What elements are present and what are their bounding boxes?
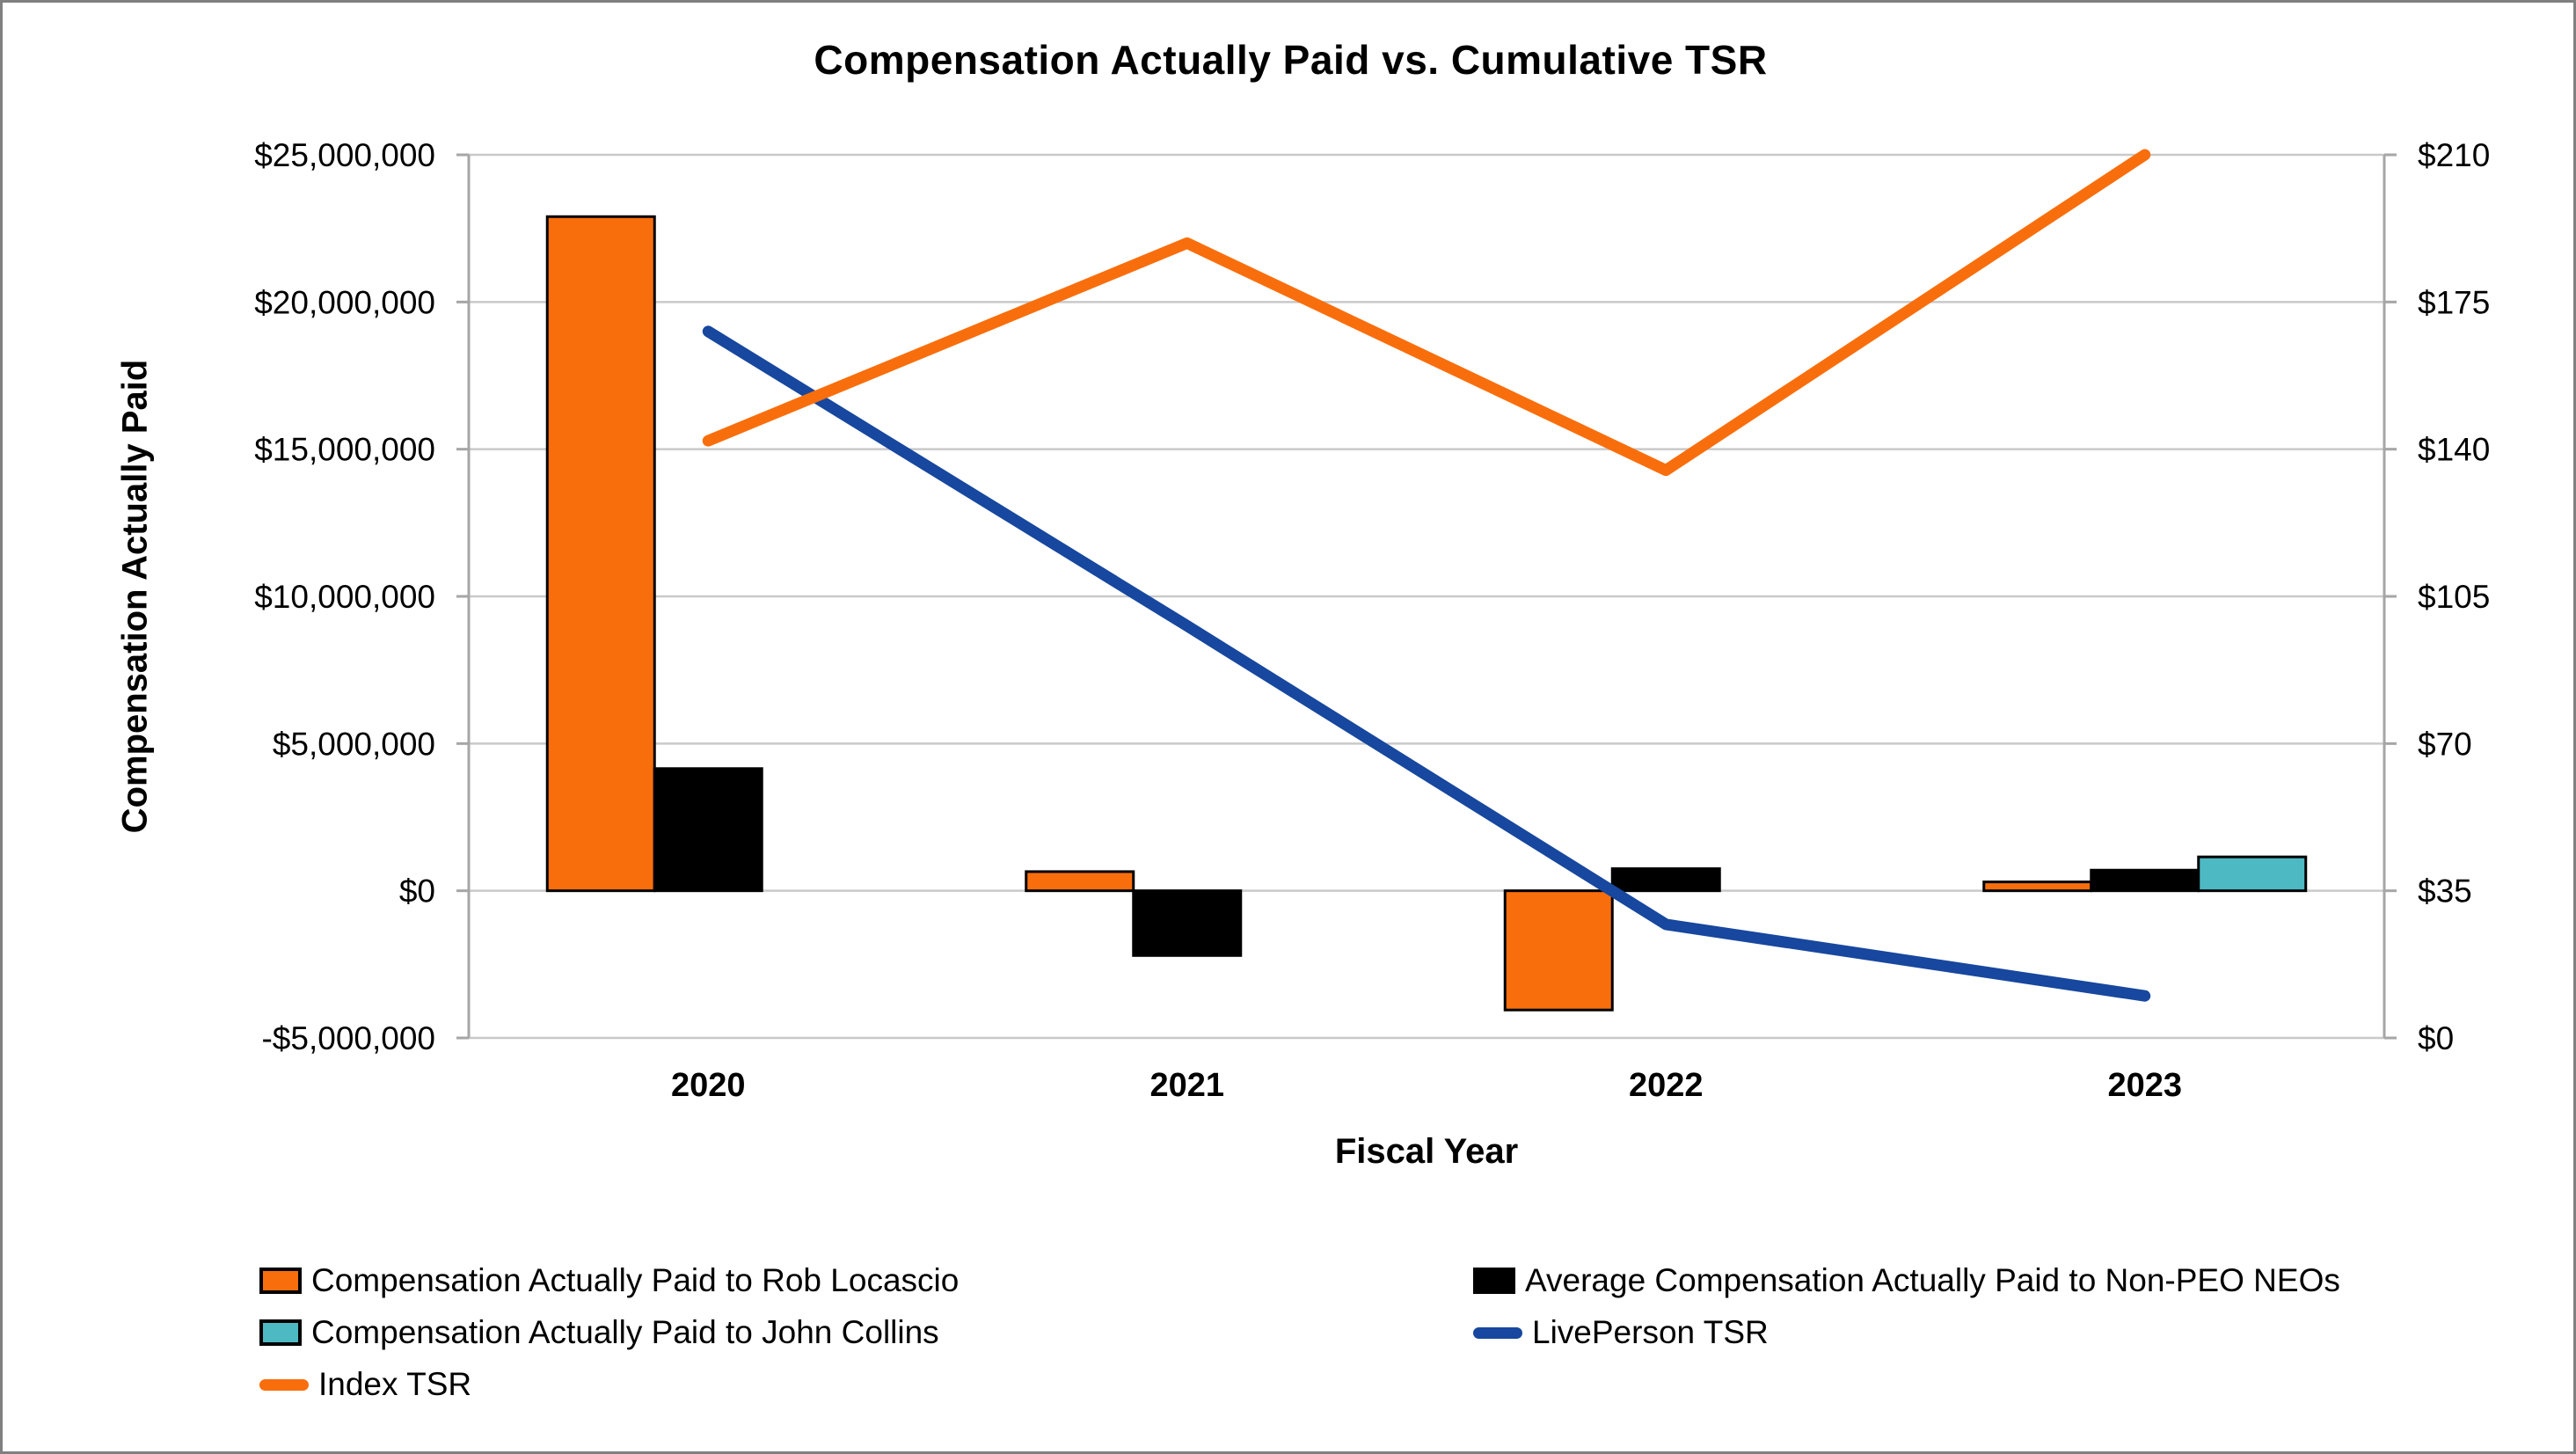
chart-title: Compensation Actually Paid vs. Cumulativ… [814,37,1768,83]
right-axis-tick-label: $105 [2418,579,2490,615]
left-axis-tick-label: $20,000,000 [254,284,435,320]
left-axis-tick-label: -$5,000,000 [261,1020,435,1056]
x-axis-category-label: 2021 [1149,1067,1224,1104]
left-axis-tick-label: $25,000,000 [254,137,435,173]
bar-average-compensation-actually-paid-to-non-peo-neos-2022 [1610,867,1721,893]
bar-compensation-actually-paid-to-rob-locascio-2023 [1982,880,2093,893]
plot-canvas: $25,000,000 $210 $20,000,000 $175 $15,000,00… [254,137,2490,1104]
right-axis-tick-label: $70 [2418,726,2472,762]
x-axis-category-label: 2022 [1629,1067,1704,1104]
left-axis-tick-label: $5,000,000 [273,726,435,762]
right-axis-tick-label: $175 [2418,284,2490,320]
bar-average-compensation-actually-paid-to-non-peo-neos-2021 [1132,889,1243,957]
bar-compensation-actually-paid-to-rob-locascio-2021 [1025,870,1135,893]
y-axis-title: Compensation Actually Paid [115,359,155,834]
x-axis-category-label: 2020 [671,1067,746,1104]
x-axis-category-label: 2023 [2107,1067,2182,1104]
bar-compensation-actually-paid-to-rob-locascio-2022 [1503,889,1614,1012]
line-liveperson-tsr [702,325,2151,1002]
right-axis-tick-label: $140 [2418,432,2490,468]
right-axis-tick-label: $210 [2418,137,2490,173]
bar-average-compensation-actually-paid-to-non-peo-neos-2020 [653,767,763,893]
bar-average-compensation-actually-paid-to-non-peo-neos-2023 [2090,868,2200,893]
left-axis-tick-label: $10,000,000 [254,579,435,615]
line-index-tsr [702,149,2151,477]
bar-compensation-actually-paid-to-rob-locascio-2020 [545,215,656,893]
right-axis-tick-label: $0 [2418,1020,2454,1056]
x-axis-title: Fiscal Year [1334,1132,1519,1171]
left-axis-tick-label: $15,000,000 [254,432,435,468]
right-axis-tick-label: $35 [2418,873,2472,910]
left-axis-tick-label: $0 [399,873,435,910]
bar-compensation-actually-paid-to-john-collins-2023 [2197,855,2308,893]
